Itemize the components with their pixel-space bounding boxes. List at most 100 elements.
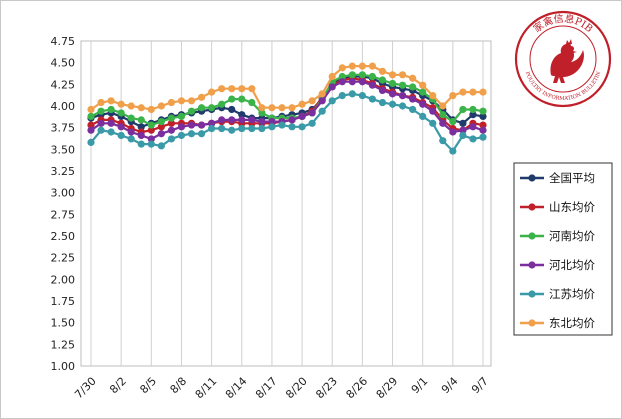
x-tick-label: 8/17 <box>253 375 280 402</box>
data-point <box>107 105 115 114</box>
data-point <box>308 97 316 105</box>
data-point <box>157 130 165 138</box>
data-point <box>469 123 477 131</box>
data-point <box>338 64 346 72</box>
data-point <box>167 114 176 122</box>
data-point <box>398 92 407 100</box>
data-point <box>459 105 467 114</box>
data-point <box>378 86 387 94</box>
data-point <box>268 118 276 126</box>
data-point <box>187 97 196 105</box>
data-point <box>479 88 487 96</box>
data-point <box>278 104 286 112</box>
data-point <box>137 123 145 131</box>
data-point <box>187 121 196 129</box>
data-point <box>409 74 417 82</box>
data-point <box>197 121 206 129</box>
data-point <box>368 72 377 81</box>
data-point <box>87 138 95 146</box>
x-tick-label: 9/1 <box>409 375 431 397</box>
data-point <box>398 71 407 79</box>
data-point <box>278 121 286 129</box>
series-6 <box>87 62 487 114</box>
data-point <box>238 124 246 133</box>
data-point <box>268 104 276 112</box>
data-point <box>358 92 366 100</box>
data-point <box>248 116 256 124</box>
legend-box <box>513 162 613 336</box>
data-point <box>328 97 336 105</box>
y-axis: 1.00 1.25 1.50 1.75 2.00 2.25 2.50 2.75 3.00 3.25… <box>51 35 76 373</box>
data-point <box>197 93 206 101</box>
data-point <box>197 130 206 138</box>
legend-label: 山东均价 <box>549 200 595 214</box>
data-point <box>97 119 105 127</box>
data-point <box>388 90 397 98</box>
x-tick-label: 9/4 <box>439 375 461 397</box>
data-point <box>459 131 467 140</box>
plot-area <box>87 62 487 155</box>
data-point <box>298 123 306 131</box>
data-point <box>258 118 266 126</box>
legend-label: 东北均价 <box>549 316 595 330</box>
data-point <box>298 112 306 120</box>
seal-chinese-text: 家禽信息PIB <box>531 12 595 35</box>
data-point <box>398 102 407 110</box>
data-point <box>288 123 296 131</box>
data-point <box>107 97 115 105</box>
data-point <box>187 107 196 115</box>
data-point <box>87 121 95 129</box>
data-point <box>288 116 296 124</box>
data-point <box>127 128 135 136</box>
data-point <box>479 107 487 115</box>
y-tick-label: 3.25 <box>51 165 76 178</box>
data-point <box>208 88 216 96</box>
x-tick-label: 8/26 <box>344 375 371 402</box>
data-point <box>238 111 246 119</box>
data-point <box>127 135 135 143</box>
legend-marker <box>528 203 536 211</box>
data-point <box>479 133 487 141</box>
y-tick-label: 1.75 <box>51 295 76 308</box>
data-point <box>137 131 145 140</box>
y-tick-label: 1.50 <box>51 317 76 330</box>
data-point <box>409 105 417 114</box>
series-4 <box>87 78 487 143</box>
data-point <box>167 126 176 134</box>
data-point <box>409 83 417 91</box>
data-point <box>348 71 356 79</box>
data-point <box>208 119 216 127</box>
data-point <box>358 71 366 79</box>
legend-item: 河北均价 <box>520 258 595 272</box>
x-axis: 7/30 8/2 8/5 8/8 8/11 8/14 8/17 8/20 8/23 8/26 8/2… <box>72 375 491 402</box>
data-point <box>248 98 256 107</box>
data-point <box>218 124 226 133</box>
data-point <box>469 88 477 96</box>
data-point <box>348 90 356 98</box>
legend-marker <box>528 261 536 269</box>
legend-item: 东北均价 <box>520 316 595 330</box>
series-line <box>90 75 484 128</box>
plot-border <box>80 40 492 367</box>
data-point <box>238 116 246 124</box>
data-point <box>308 109 316 117</box>
data-point <box>469 135 477 143</box>
data-point <box>228 95 236 103</box>
data-point <box>378 76 387 84</box>
data-point <box>248 124 256 133</box>
data-point <box>97 107 105 115</box>
data-point <box>459 126 467 134</box>
data-point <box>187 130 196 138</box>
data-point <box>107 128 115 136</box>
data-point <box>368 95 377 103</box>
data-point <box>127 102 135 110</box>
data-point <box>388 71 397 79</box>
data-point <box>479 121 487 129</box>
y-tick-label: 4.50 <box>51 57 76 70</box>
x-tick-label: 8/2 <box>107 375 129 397</box>
data-point <box>449 118 457 126</box>
y-tick-label: 2.50 <box>51 230 76 243</box>
data-point <box>248 85 256 93</box>
